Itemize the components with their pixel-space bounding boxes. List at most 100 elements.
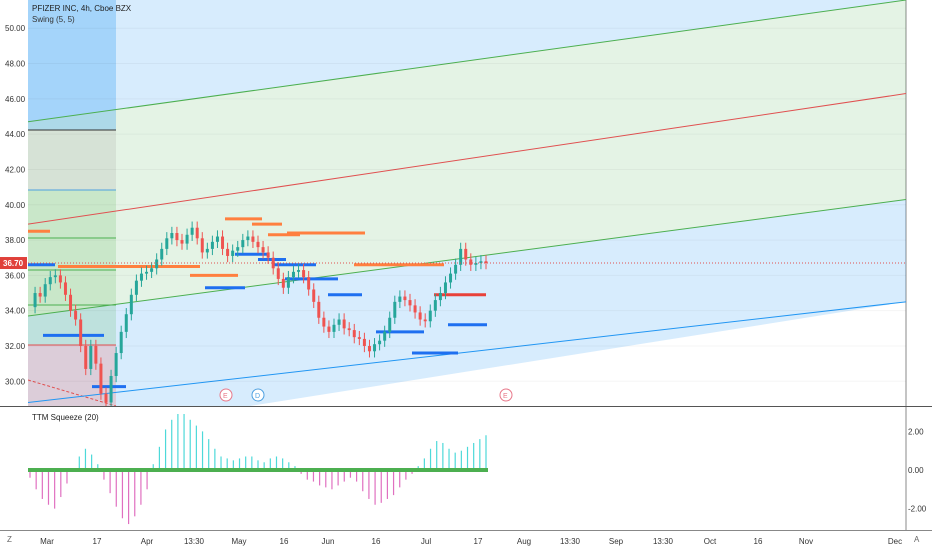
candle-body (150, 268, 154, 272)
candle-body (352, 330, 356, 338)
last-price-badge-text: 36.70 (3, 259, 24, 268)
candle-body (418, 312, 422, 320)
candle-body (119, 331, 123, 354)
chart-title: PFIZER INC, 4h, Cboe BZX (32, 4, 132, 13)
candle-body (165, 238, 169, 249)
candle-body (383, 331, 387, 341)
candle-body (226, 248, 230, 256)
retracement-diagonal (28, 379, 117, 406)
price-tick-label: 38.00 (5, 236, 26, 245)
candle-body (261, 247, 265, 253)
candle-body (251, 236, 255, 242)
candle-body (271, 257, 275, 269)
candle-body (393, 301, 397, 318)
candle-body (84, 345, 88, 369)
candle-body (408, 300, 412, 306)
candle-body (286, 277, 290, 288)
ttm-squeeze-label[interactable]: TTM Squeeze (20) (32, 413, 99, 422)
retracement-zone-grey (28, 130, 116, 190)
candle-body (53, 275, 57, 278)
candle-body (459, 248, 463, 265)
time-tick-label: 16 (280, 537, 289, 546)
candle-body (231, 250, 235, 256)
event-marker-d[interactable]: D (251, 388, 265, 402)
candle-body (291, 271, 295, 278)
channel-line-bottom (28, 301, 906, 403)
candle-body (246, 236, 250, 241)
candle-body (99, 363, 103, 394)
candle-body (109, 375, 113, 403)
candle-body (114, 353, 118, 376)
candle-body (322, 317, 326, 327)
time-tick-label: Dec (888, 537, 902, 546)
candle-body (69, 294, 73, 311)
candle-body (94, 345, 98, 364)
time-tick-label: 16 (754, 537, 763, 546)
candle-body (433, 300, 437, 311)
candle-body (276, 268, 280, 279)
candle-body (297, 270, 301, 272)
candle-body (33, 293, 37, 308)
candle-body (312, 289, 316, 302)
candle-body (281, 278, 285, 288)
candle-body (479, 261, 483, 264)
last-price-badge (0, 257, 27, 270)
candle-body (449, 273, 453, 283)
pitchfork-outer-band-bottom (28, 199, 906, 406)
time-tick-label: Mar (40, 537, 54, 546)
event-marker-e[interactable]: E (499, 388, 513, 402)
retracement-zone-top (28, 0, 116, 130)
time-tick-label: 17 (93, 537, 102, 546)
time-tick-label: Sep (609, 537, 624, 546)
candle-body (256, 241, 260, 248)
candle-body (205, 248, 209, 253)
time-tick-label: Aug (517, 537, 531, 546)
candle-body (347, 328, 351, 331)
candle-body (48, 277, 52, 285)
candle-body (58, 275, 62, 283)
candle-body (413, 305, 417, 313)
candle-body (175, 233, 179, 241)
candle-body (388, 317, 392, 332)
candle-body (362, 338, 366, 346)
candle-body (307, 277, 311, 290)
candle-body (221, 236, 225, 249)
candle-body (38, 293, 42, 297)
time-tick-label: Nov (799, 537, 813, 546)
price-tick-label: 32.00 (5, 342, 26, 351)
candle-body (200, 238, 204, 253)
candle-body (124, 314, 128, 332)
candle-body (190, 227, 194, 235)
candle-body (428, 310, 432, 322)
candle-body (236, 247, 240, 251)
time-tick-label: 13:30 (560, 537, 581, 546)
time-tick-label: 13:30 (653, 537, 674, 546)
time-tick-label: 16 (372, 537, 381, 546)
event-marker-label: E (503, 393, 508, 400)
candle-body (180, 240, 184, 244)
swing-indicator-label[interactable]: Swing (5, 5) (32, 15, 75, 24)
auto-scale-button[interactable]: A (914, 535, 920, 544)
candle-body (484, 261, 488, 264)
price-tick-label: 34.00 (5, 307, 26, 316)
corner-left-letter: Z (7, 535, 12, 544)
price-pane (28, 0, 906, 406)
candle-body (342, 319, 346, 329)
candle-body (398, 296, 402, 302)
candle-body (367, 345, 371, 352)
candle-body (63, 282, 67, 295)
candle-body (129, 294, 133, 315)
event-marker-e[interactable]: E (219, 388, 233, 402)
median-line (28, 93, 906, 225)
candle-body (89, 345, 93, 369)
time-tick-label: Jun (322, 537, 335, 546)
candle-body (474, 263, 478, 265)
candle-body (104, 393, 108, 403)
price-tick-label: 48.00 (5, 60, 26, 69)
candle-body (469, 259, 473, 265)
time-tick-label: 17 (474, 537, 483, 546)
time-tick-label: 13:30 (184, 537, 205, 546)
time-tick-label: Jul (421, 537, 431, 546)
candle-body (155, 259, 159, 269)
